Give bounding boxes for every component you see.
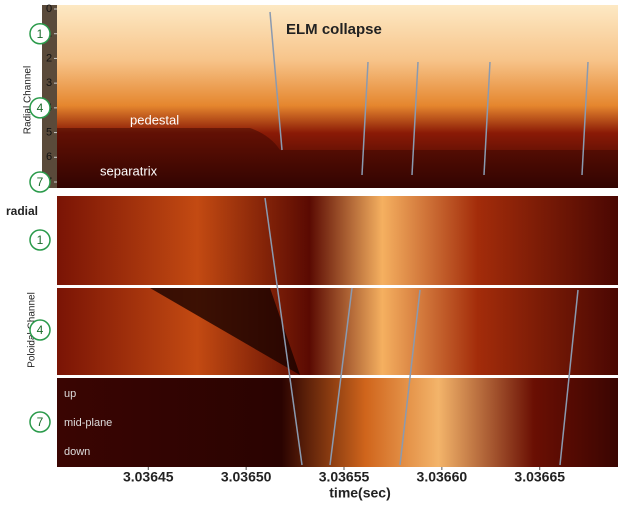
annotation: separatrix (100, 163, 158, 178)
x-tick-label: 3.03650 (221, 469, 272, 485)
y-axis-label: Radial Channel (23, 66, 34, 134)
position-label: down (64, 446, 90, 458)
position-label: mid-plane (64, 417, 112, 429)
annotation: ELM collapse (286, 21, 382, 38)
channel-marker-label: 7 (37, 415, 44, 429)
channel-marker-label: 1 (37, 233, 44, 247)
x-tick-label: 3.03645 (123, 469, 174, 485)
x-tick-label: 3.03655 (319, 469, 370, 485)
channel-marker-label: 4 (37, 101, 44, 115)
heatmap-ch4 (57, 288, 618, 375)
position-label: up (64, 388, 76, 400)
heatmap-ch1 (57, 196, 618, 285)
channel-marker-label: 4 (37, 323, 44, 337)
x-tick-label: 3.03665 (514, 469, 565, 485)
annotation: pedestal (130, 112, 179, 127)
y-tick-label: 2 (46, 52, 52, 64)
heatmap-ch7 (57, 378, 618, 467)
side-label: radial (6, 204, 38, 218)
y-tick-label: 0 (46, 3, 52, 15)
x-axis-label: time(sec) (329, 485, 390, 501)
y-tick-label: 3 (46, 77, 52, 89)
x-tick-label: 3.03660 (417, 469, 468, 485)
y-tick-label: 6 (46, 151, 52, 163)
figure: ELM collapse pedestal separatrix Radial … (0, 0, 627, 505)
y-tick-label: 5 (46, 126, 52, 138)
channel-marker-label: 7 (37, 175, 44, 189)
channel-marker-label: 1 (37, 27, 44, 41)
